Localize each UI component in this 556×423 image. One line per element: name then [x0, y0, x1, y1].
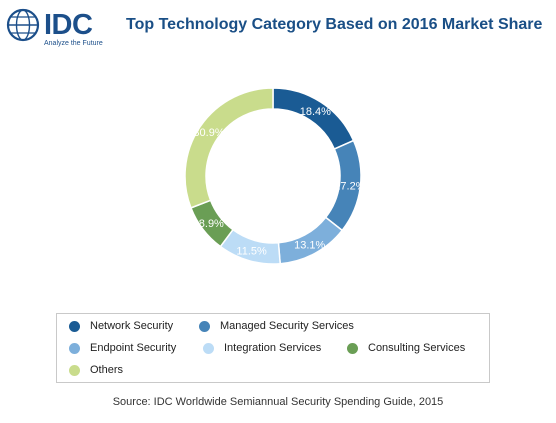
- globe-icon: [6, 8, 40, 42]
- chart-title: Top Technology Category Based on 2016 Ma…: [126, 16, 543, 33]
- logo-brand: IDC: [44, 9, 93, 41]
- legend-swatch: [69, 342, 80, 354]
- legend-item-managed-security-services: Managed Security Services: [199, 320, 354, 332]
- legend-swatch: [69, 320, 80, 332]
- legend-item-network-security: Network Security: [69, 320, 173, 332]
- data-label-endpoint-security: 13.1%: [294, 239, 325, 251]
- slice-others: [184, 87, 274, 209]
- data-label-managed-security-services: 17.2%: [334, 181, 365, 193]
- source-note: Source: IDC Worldwide Semiannual Securit…: [112, 396, 444, 408]
- legend-swatch: [347, 342, 358, 354]
- legend-item-others: Others: [69, 364, 123, 376]
- legend-label: Others: [90, 364, 124, 376]
- legend: Network Security Managed Security Service…: [56, 313, 490, 383]
- data-label-others: 30.9%: [193, 127, 224, 139]
- legend-label: Endpoint Security: [90, 342, 177, 354]
- legend-item-integration-services: Integration Services: [203, 342, 321, 354]
- legend-label: Consulting Services: [368, 342, 466, 354]
- legend-item-consulting-services: Consulting Services: [347, 342, 465, 354]
- data-label-consulting-services: 8.9%: [199, 218, 224, 230]
- logo-tagline: Analyze the Future: [44, 40, 103, 47]
- legend-item-endpoint-security: Endpoint Security: [69, 342, 176, 354]
- donut-chart: 18.4% 17.2% 13.1% 11.5% 8.9% 30.9%: [0, 60, 556, 310]
- header: IDC Analyze the Future Top Technology Ca…: [0, 0, 556, 60]
- slice-network-security: [272, 87, 355, 150]
- data-label-network-security: 18.4%: [300, 106, 331, 118]
- donut-chart-svg: 18.4% 17.2% 13.1% 11.5% 8.9% 30.9%: [184, 87, 366, 265]
- legend-label: Integration Services: [224, 342, 322, 354]
- legend-label: Network Security: [90, 320, 174, 332]
- idc-logo: IDC Analyze the Future: [6, 8, 124, 50]
- legend-swatch: [69, 364, 80, 376]
- legend-label: Managed Security Services: [220, 320, 354, 332]
- data-label-integration-services: 11.5%: [236, 245, 267, 257]
- legend-swatch: [203, 342, 214, 354]
- legend-swatch: [199, 320, 210, 332]
